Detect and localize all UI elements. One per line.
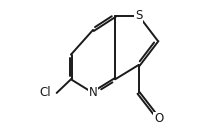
Text: Cl: Cl <box>39 86 51 99</box>
Text: N: N <box>89 86 97 99</box>
Text: S: S <box>135 9 142 22</box>
Text: O: O <box>154 112 163 125</box>
